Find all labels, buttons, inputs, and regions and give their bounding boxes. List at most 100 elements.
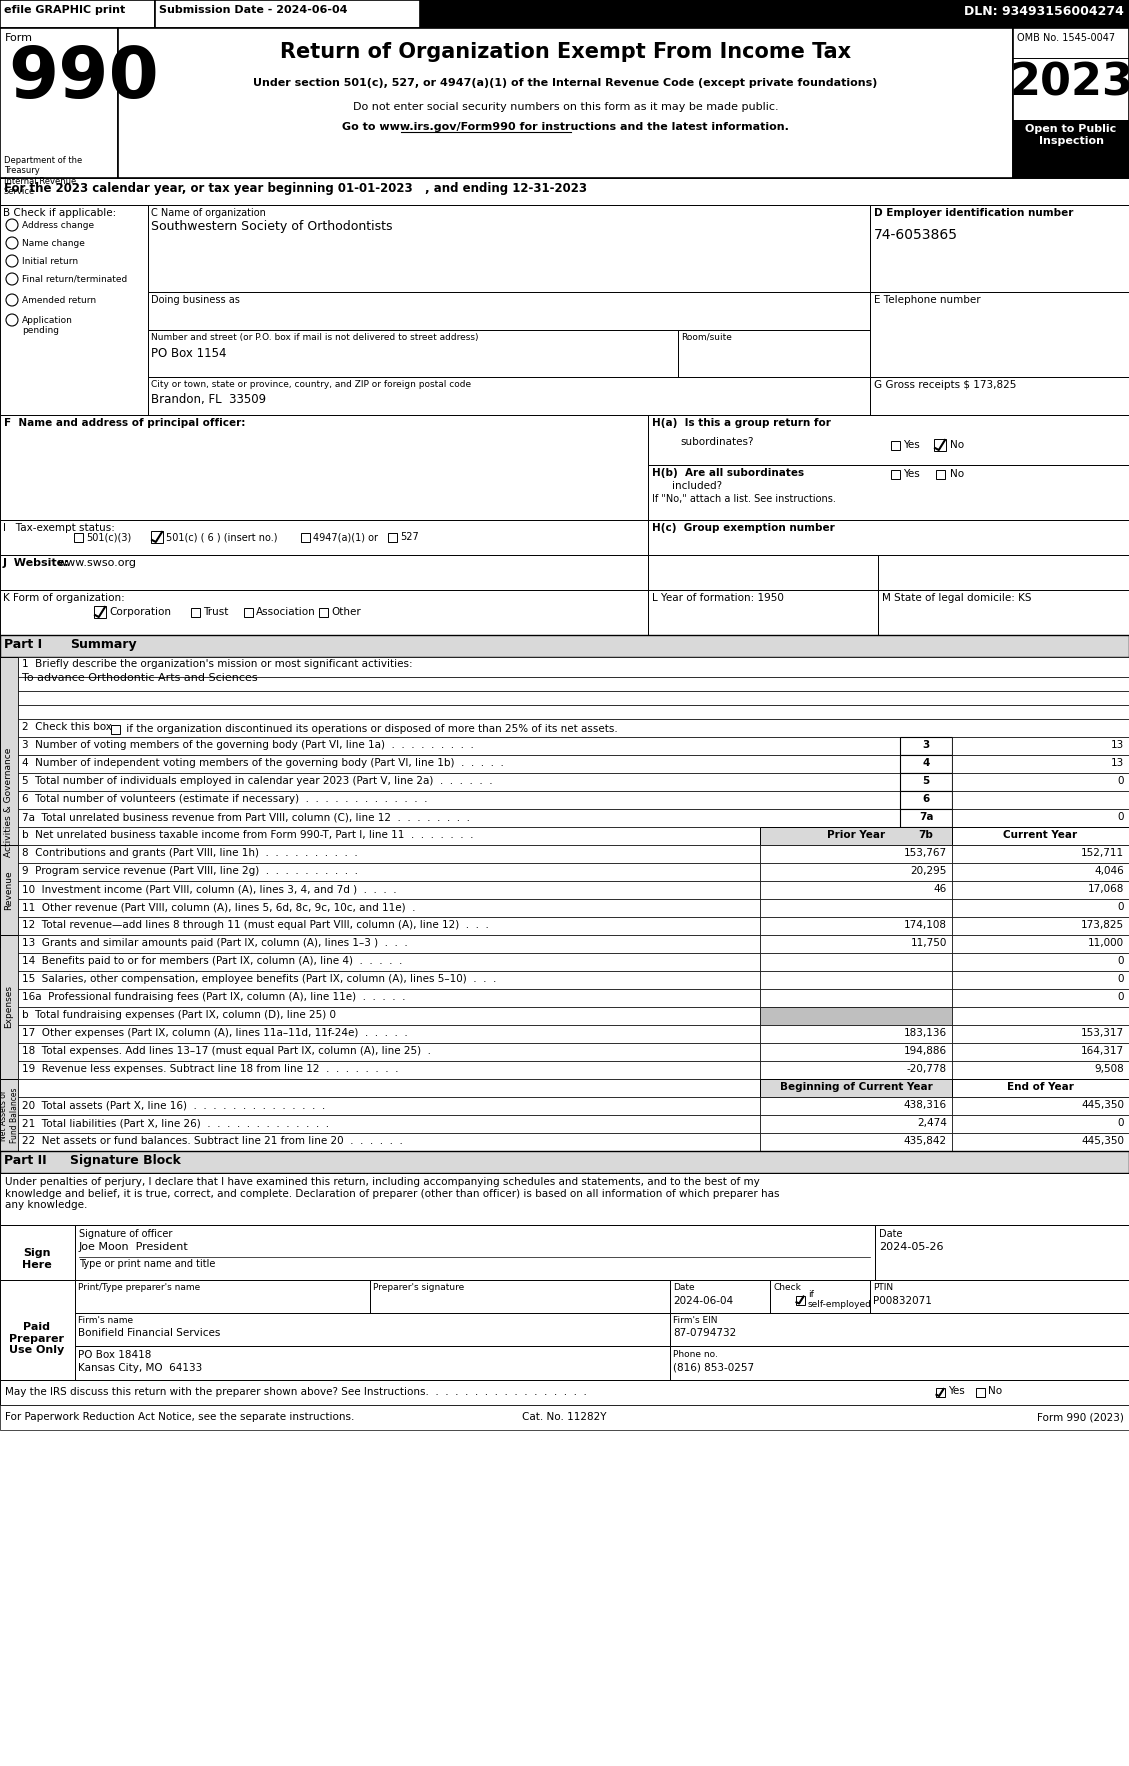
Bar [119,28,1013,178]
Text: 20  Total assets (Part X, line 16)  .  .  .  .  .  .  .  .  .  .  .  .  .  .: 20 Total assets (Part X, line 16) . . . … [21,1100,325,1111]
Text: 13  Grants and similar amounts paid (Part IX, column (A), lines 1–3 )  .  .  .: 13 Grants and similar amounts paid (Part… [21,938,408,948]
Text: Initial return: Initial return [21,258,78,267]
Text: 8  Contributions and grants (Part VIII, line 1h)  .  .  .  .  .  .  .  .  .  .: 8 Contributions and grants (Part VIII, l… [21,848,358,858]
Bar [18,691,1129,705]
Bar [900,736,952,756]
Bar [1013,28,1129,178]
Text: Firm's name: Firm's name [78,1316,133,1324]
Text: Check: Check [773,1284,800,1293]
Text: 2024-06-04: 2024-06-04 [673,1296,733,1307]
Text: Under penalties of perjury, I declare that I have examined this return, includin: Under penalties of perjury, I declare th… [5,1176,779,1210]
Text: PO Box 1154: PO Box 1154 [151,346,227,360]
Text: Net Assets or
Fund Balances: Net Assets or Fund Balances [0,1088,19,1143]
Bar [760,881,952,899]
Text: 46: 46 [934,885,947,894]
Bar [18,971,760,989]
Text: Doing business as: Doing business as [151,295,239,306]
Text: May the IRS discuss this return with the preparer shown above? See Instructions.: May the IRS discuss this return with the… [5,1386,587,1397]
Bar [0,1379,1129,1406]
Text: 4  Number of independent voting members of the governing body (Part VI, line 1b): 4 Number of independent voting members o… [21,758,504,768]
Bar [875,1226,1129,1280]
Text: J  Website:: J Website: [3,558,70,569]
Text: (816) 853-0257: (816) 853-0257 [673,1363,754,1372]
Bar [952,1024,1129,1044]
Text: Beginning of Current Year: Beginning of Current Year [780,1083,933,1091]
Text: 17  Other expenses (Part IX, column (A), lines 11a–11d, 11f-24e)  .  .  .  .  .: 17 Other expenses (Part IX, column (A), … [21,1028,408,1038]
Bar [936,470,945,479]
Bar [18,1114,760,1134]
Bar [0,519,648,555]
Bar [75,1226,875,1280]
Bar [387,533,396,542]
Text: if the organization discontinued its operations or disposed of more than 25% of : if the organization discontinued its ope… [123,724,618,735]
Text: H(c)  Group exemption number: H(c) Group exemption number [653,523,834,533]
Text: 19  Revenue less expenses. Subtract line 18 from line 12  .  .  .  .  .  .  .  .: 19 Revenue less expenses. Subtract line … [21,1063,399,1074]
Text: No: No [949,440,964,450]
Bar [760,899,952,917]
Bar [18,934,760,954]
Text: 12  Total revenue—add lines 8 through 11 (must equal Part VIII, column (A), line: 12 Total revenue—add lines 8 through 11 … [21,920,489,931]
Text: Summary: Summary [70,638,137,652]
Text: 5: 5 [922,775,929,786]
Bar [669,1312,1129,1346]
Bar [891,440,900,450]
Text: Signature Block: Signature Block [70,1153,181,1167]
Bar [648,555,878,636]
Bar [648,415,1129,464]
Bar [770,1280,870,1312]
Text: Southwestern Society of Orthodontists: Southwestern Society of Orthodontists [151,221,393,233]
Text: Joe Moon  President: Joe Moon President [79,1241,189,1252]
Text: Address change: Address change [21,221,94,230]
Text: Expenses: Expenses [5,985,14,1028]
Bar [975,1388,984,1397]
Text: 16a  Professional fundraising fees (Part IX, column (A), line 11e)  .  .  .  .  : 16a Professional fundraising fees (Part … [21,992,405,1001]
Text: D Employer identification number: D Employer identification number [874,208,1074,217]
Bar [952,864,1129,881]
Text: Department of the
Treasury
Internal Revenue
Service: Department of the Treasury Internal Reve… [5,155,82,196]
Text: 11  Other revenue (Part VIII, column (A), lines 5, 6d, 8c, 9c, 10c, and 11e)  .: 11 Other revenue (Part VIII, column (A),… [21,902,415,911]
Text: P00832071: P00832071 [873,1296,931,1307]
Bar [18,954,760,971]
Text: 4: 4 [922,758,929,768]
Bar [952,989,1129,1007]
Text: Room/suite: Room/suite [681,334,732,343]
Bar [18,1044,760,1061]
Bar [18,844,760,864]
Text: Go to www.irs.gov/Form990 for instructions and the latest information.: Go to www.irs.gov/Form990 for instructio… [342,122,789,132]
Text: Bonifield Financial Services: Bonifield Financial Services [78,1328,220,1339]
Text: 527: 527 [400,532,419,542]
Bar [760,1044,952,1061]
Bar [952,1134,1129,1151]
Text: www.swso.org: www.swso.org [58,558,137,569]
Text: Activities & Governance: Activities & Governance [5,747,14,857]
Text: Yes: Yes [948,1386,965,1395]
Bar [870,205,1129,291]
Bar [111,724,120,733]
Bar [952,917,1129,934]
Bar [0,555,648,590]
Text: Form: Form [5,34,33,42]
Bar [151,532,163,542]
Text: Sign
Here: Sign Here [23,1249,52,1270]
Bar [936,1388,945,1397]
Text: Preparer's signature: Preparer's signature [373,1284,464,1293]
Text: 2,474: 2,474 [917,1118,947,1128]
Text: 6  Total number of volunteers (estimate if necessary)  .  .  .  .  .  .  .  .  .: 6 Total number of volunteers (estimate i… [21,795,428,804]
Text: PO Box 18418: PO Box 18418 [78,1349,151,1360]
Text: 445,350: 445,350 [1080,1100,1124,1111]
Bar [760,1114,952,1134]
Text: Firm's EIN: Firm's EIN [673,1316,718,1324]
Text: 3: 3 [922,740,929,751]
Bar [191,608,200,616]
Text: 445,350: 445,350 [1080,1136,1124,1146]
Text: Name change: Name change [21,238,85,247]
Text: Yes: Yes [903,440,920,450]
Text: 13: 13 [1111,740,1124,751]
Bar [18,1134,760,1151]
Bar [318,608,327,616]
Text: 164,317: 164,317 [1080,1045,1124,1056]
Text: b  Total fundraising expenses (Part IX, column (D), line 25) 0: b Total fundraising expenses (Part IX, c… [21,1010,336,1021]
Bar [18,899,760,917]
Bar [18,1007,760,1024]
Bar [18,809,900,826]
